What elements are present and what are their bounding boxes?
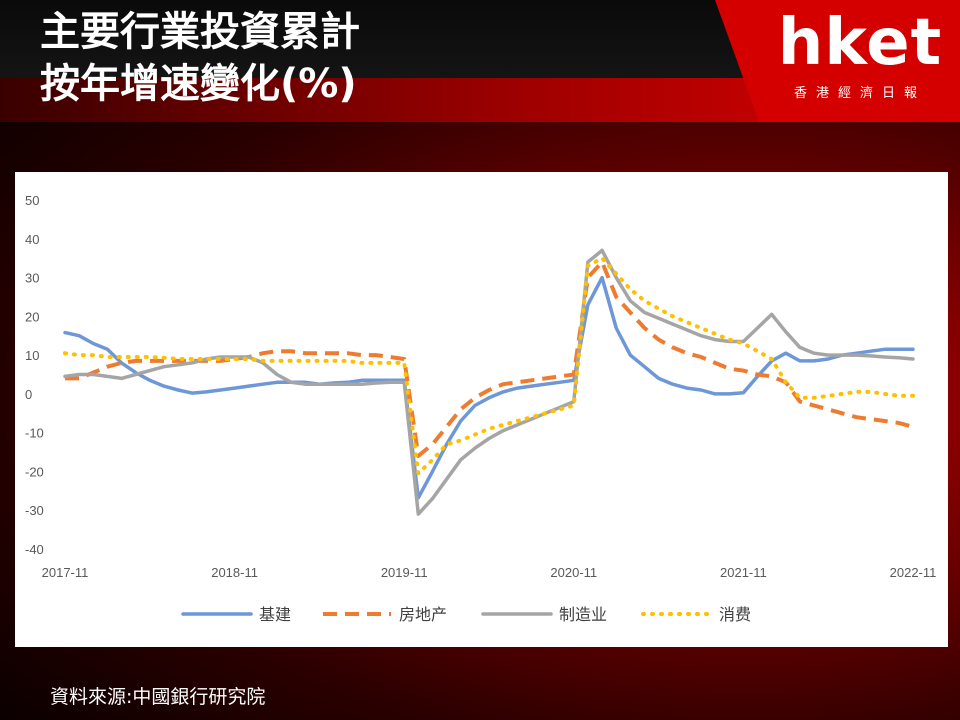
y-tick-label: 30 (25, 271, 39, 286)
y-tick-label: 40 (25, 232, 39, 247)
series-line-房地产 (65, 260, 914, 458)
y-tick-label: 50 (25, 193, 39, 208)
header-red-stripe (0, 78, 760, 122)
series-line-消费 (63, 256, 915, 476)
chart-container: 50 40 30 20 10 0 -10 -20 -30 -40 2017-11 2018-11 20… (15, 172, 948, 647)
x-tick-label: 2022-11 (890, 565, 937, 580)
y-tick-label: -30 (25, 503, 44, 518)
x-tick-label: 2017-11 (42, 565, 89, 580)
title-line-1: 主要行業投資累計 (40, 9, 360, 55)
legend-label: 制造业 (559, 605, 607, 624)
y-tick-label: -20 (25, 464, 44, 479)
logo-panel (715, 0, 960, 122)
legend: 基建 房地产 制造业 消费 (181, 605, 751, 624)
x-tick-label: 2019-11 (381, 565, 428, 580)
title-line-2: 按年增速變化(%) (40, 61, 357, 107)
x-axis-ticks: 2017-11 2018-11 2019-11 2020-11 2021-11 2022-… (42, 565, 937, 580)
y-tick-label: -10 (25, 426, 44, 441)
x-tick-label: 2021-11 (720, 565, 767, 580)
series-line-基建 (63, 275, 915, 500)
logo-brand: hket (777, 6, 943, 80)
y-tick-label: 10 (25, 348, 39, 363)
source-note: 資料來源:中國銀行研究院 (50, 686, 266, 708)
legend-label: 房地产 (399, 605, 447, 624)
series-line-制造业 (63, 248, 915, 516)
logo-subtitle: 香港經濟日報 (793, 86, 926, 101)
y-tick-label: 0 (25, 387, 32, 402)
y-axis-ticks: 50 40 30 20 10 0 -10 -20 -30 -40 (25, 193, 44, 557)
y-tick-label: -40 (25, 542, 44, 557)
x-tick-label: 2020-11 (550, 565, 597, 580)
legend-label: 基建 (259, 605, 291, 624)
series-lines (63, 248, 915, 516)
y-tick-label: 20 (25, 309, 39, 324)
legend-label: 消费 (719, 605, 751, 624)
x-tick-label: 2018-11 (211, 565, 258, 580)
